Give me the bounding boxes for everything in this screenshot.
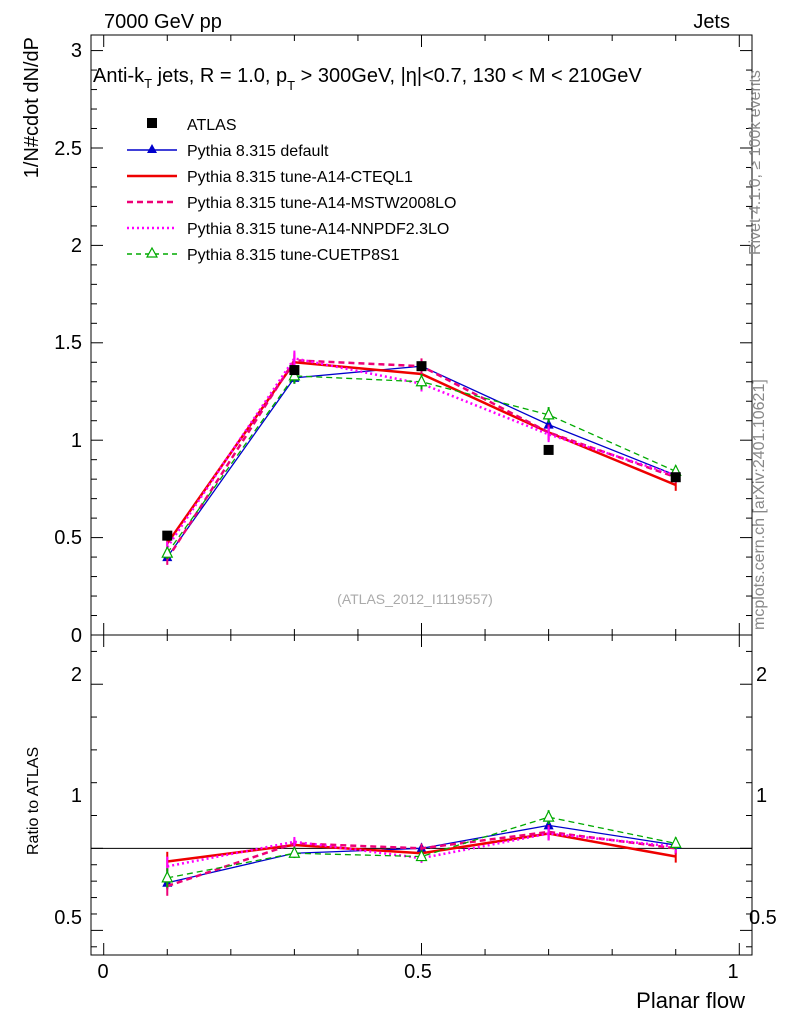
main-line-4 [166,375,676,554]
ratio-point-4 [542,809,555,822]
ratio-plot-data [161,809,682,896]
main-point-4 [161,545,174,558]
legend: ATLAS Pythia 8.315 default Pythia 8.315 … [127,117,456,264]
main-line-3 [166,356,677,549]
main-line-0 [166,365,676,558]
x-tick-label-1: 1 [727,961,738,983]
title-eta: η [406,65,417,87]
title-part-d: |<0.7, 130 < M < 210GeV [417,65,642,87]
ratio-series-4 [161,809,682,888]
title-part-c: > 300GeV, | [295,65,406,87]
y-tick-label-0: 0 [71,625,82,647]
main-axis-ticks [91,35,752,636]
main-series-4 [161,368,682,560]
y-tick-label-1: 1 [71,430,82,452]
ratio-point-0 [543,819,554,830]
ratio-panel-frame [90,634,753,956]
analysis-watermark: (ATLAS_2012_I1119557) [337,591,493,607]
title-sub-a: T [144,76,152,91]
x-tick-label-0: 0 [97,961,108,983]
x-axis-label: Planar flow [636,988,745,1013]
y-tick-label-2: 2 [71,235,82,257]
ratio-line-4 [167,816,676,879]
ratio-line-3 [167,832,676,868]
atlas-data-point [543,444,554,455]
ratio-tick-label-2-right: 2 [756,664,767,686]
ratio-tick-label-2-left: 2 [71,664,82,686]
main-point-4 [542,407,555,420]
ratio-point-4 [288,845,301,858]
rivet-version-label: Rivet 4.1.0, ≥ 100k events [747,70,764,255]
legend-label-nnpdf: Pythia 8.315 tune-A14-NNPDF2.3LO [187,221,449,238]
header-left: 7000 GeV pp [104,11,222,33]
ratio-point-4 [415,849,428,862]
y-tick-label-3: 3 [71,40,82,62]
ratio-tick-label-1-right: 1 [756,785,767,807]
legend-marker-cuetp8s1 [145,246,159,258]
header-right: Jets [693,11,730,33]
title-sub-b: T [287,78,295,93]
title-part-a: Anti-k [93,65,145,87]
title-part-b: jets, R = 1.0, p [152,65,287,87]
legend-marker-default [147,144,157,153]
ratio-axis-ticks [91,635,752,955]
y-axis-label: 1/N#cdot dN/dP [21,37,43,178]
atlas-data-point [162,530,173,541]
atlas-data-point [416,361,427,372]
legend-marker-atlas [147,118,157,128]
y-tick-label-2.5: 2.5 [54,138,82,160]
main-point-4 [415,374,428,387]
legend-label-cteql1: Pythia 8.315 tune-A14-CTEQL1 [187,169,413,186]
x-tick-labels: 0 0.5 1 [97,961,738,983]
legend-label-cuetp8s1: Pythia 8.315 tune-CUETP8S1 [187,247,400,264]
atlas-data-point [289,365,300,376]
atlas-data-point [670,472,681,483]
y-tick-label-0.5: 0.5 [54,527,82,549]
ratio-y-tick-labels: 0.5 1 2 0.5 1 2 [54,664,777,929]
ratio-tick-label-0.5-left: 0.5 [54,907,82,929]
ratio-tick-label-0.5-right: 0.5 [749,907,777,929]
ratio-tick-label-1-left: 1 [71,785,82,807]
main-y-tick-labels: 0 0.5 1 1.5 2 2.5 3 [54,40,82,647]
ratio-point-4 [161,870,174,883]
legend-label-default: Pythia 8.315 default [187,143,329,160]
mcplots-label: mcplots.cern.ch [arXiv:2401.10621] [751,379,768,630]
legend-label-atlas: ATLAS [187,117,237,134]
ratio-y-axis-label: Ratio to ATLAS [25,747,42,855]
main-plot-data [161,350,682,565]
main-point-0 [543,418,554,429]
y-tick-label-1.5: 1.5 [54,332,82,354]
chart-title: Anti-kT jets, R = 1.0, pT > 300GeV, |η|<… [93,65,642,93]
legend-label-mstw: Pythia 8.315 tune-A14-MSTW2008LO [187,195,456,212]
ratio-point-4 [669,836,682,849]
x-tick-label-0.5: 0.5 [404,961,432,983]
